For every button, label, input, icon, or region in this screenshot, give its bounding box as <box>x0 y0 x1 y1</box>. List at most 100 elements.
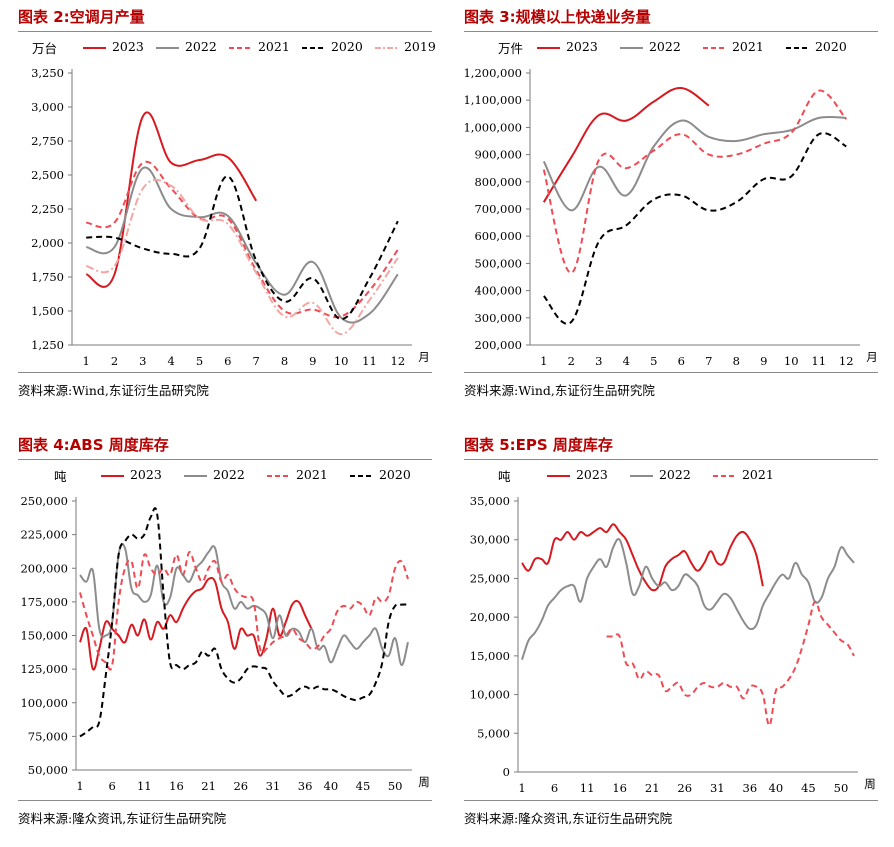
x-tick-label: 3 <box>595 354 602 368</box>
x-tick-label: 6 <box>108 779 115 793</box>
legend-label: 2023 <box>562 39 598 54</box>
chart-panel-air-conditioner: 图表 2:空调月产量 万台 2023 2022 2021 2020 2019 1… <box>0 0 438 418</box>
legend-item-2022: 2022 <box>629 467 691 482</box>
y-tick-label: 1,250 <box>31 338 64 352</box>
y-tick-label: 10,000 <box>470 688 510 702</box>
x-tick-label: 4 <box>623 354 630 368</box>
x-tick-label: 5 <box>650 354 657 368</box>
legend-swatch <box>302 46 325 49</box>
x-tick-label: 26 <box>233 779 248 793</box>
legend-item-2023: 2023 <box>100 467 162 482</box>
y-tick-label: 25,000 <box>470 571 510 585</box>
y-tick-label: 300,000 <box>474 311 522 325</box>
x-unit-label: 月 <box>866 350 878 364</box>
y-tick-label: 175,000 <box>20 595 68 609</box>
source-rule <box>18 372 432 373</box>
source-note: 资料来源:隆众资讯,东证衍生品研究院 <box>18 811 227 826</box>
legend-label: 2023 <box>572 467 608 482</box>
source-note: 资料来源:Wind,东证衍生品研究院 <box>18 383 209 398</box>
x-tick-label: 12 <box>839 354 854 368</box>
source-note: 资料来源:隆众资讯,东证衍生品研究院 <box>464 811 673 826</box>
legend-swatch <box>101 474 124 477</box>
legend-item-2020: 2020 <box>785 39 847 54</box>
legend-swatch <box>229 46 252 49</box>
x-tick-label: 31 <box>266 779 281 793</box>
y-tick-label: 1,500 <box>31 304 64 318</box>
y-unit-label: 万件 <box>498 41 524 56</box>
series-line-2020 <box>79 507 409 738</box>
legend-swatch <box>547 474 570 477</box>
legend-label: 2023 <box>108 39 144 54</box>
x-tick-label: 6 <box>678 354 685 368</box>
x-tick-label: 16 <box>612 781 627 795</box>
x-tick-label: 36 <box>298 779 313 793</box>
x-tick-label: 11 <box>137 779 152 793</box>
x-tick-label: 45 <box>356 779 371 793</box>
legend-label: 2023 <box>126 467 162 482</box>
y-tick-label: 225,000 <box>20 528 68 542</box>
legend-swatch <box>713 474 736 477</box>
y-tick-label: 600,000 <box>474 229 522 243</box>
x-tick-label: 3 <box>139 354 146 368</box>
series-line-2021 <box>606 600 855 727</box>
y-tick-label: 50,000 <box>28 763 68 777</box>
legend-swatch <box>537 46 560 49</box>
x-unit-label: 周 <box>864 777 876 791</box>
y-tick-label: 800,000 <box>474 175 522 189</box>
legend-label: 2021 <box>254 39 290 54</box>
series-line-2019 <box>85 178 399 336</box>
x-tick-label: 10 <box>334 354 349 368</box>
legend-item-2020: 2020 <box>301 39 363 54</box>
source-note: 资料来源:Wind,东证衍生品研究院 <box>464 383 655 398</box>
source-rule <box>18 800 432 801</box>
chart-plot: 200,000 300,000 400,000 500,000 600,000 700,0… <box>463 66 878 368</box>
series-line-2021 <box>79 551 409 671</box>
x-tick-label: 10 <box>784 354 799 368</box>
y-tick-label: 15,000 <box>470 649 510 663</box>
x-tick-label: 6 <box>551 781 558 795</box>
series-line-2021 <box>86 160 399 319</box>
legend-label: 2022 <box>655 467 691 482</box>
chart-plot: 50,000 75,000 100,000 125,000 150,000 175,000… <box>20 494 429 793</box>
x-tick-label: 6 <box>224 354 231 368</box>
title-rule <box>18 31 432 32</box>
y-tick-label: 900,000 <box>474 148 522 162</box>
legend-item-2022: 2022 <box>183 467 245 482</box>
legend-item-2020: 2020 <box>349 467 411 482</box>
series-line-2022 <box>521 538 855 661</box>
y-unit-label: 万台 <box>32 41 58 56</box>
y-tick-label: 1,200,000 <box>463 66 522 80</box>
legend-item-2022: 2022 <box>155 39 217 54</box>
legend-label: 2020 <box>327 39 363 54</box>
x-tick-label: 2 <box>568 354 575 368</box>
title-rule <box>18 459 432 460</box>
series-line-2023 <box>521 523 764 592</box>
series-line-2023 <box>542 86 710 203</box>
x-tick-label: 16 <box>169 779 184 793</box>
legend-item-2023: 2023 <box>536 39 598 54</box>
x-tick-label: 9 <box>760 354 767 368</box>
y-tick-label: 200,000 <box>20 561 68 575</box>
y-tick-label: 35,000 <box>470 494 510 508</box>
y-tick-label: 150,000 <box>20 629 68 643</box>
x-tick-label: 5 <box>196 354 203 368</box>
series-line-2020 <box>86 175 399 321</box>
y-tick-label: 250,000 <box>20 494 68 508</box>
x-tick-label: 11 <box>580 781 595 795</box>
x-tick-label: 12 <box>391 354 406 368</box>
series-line-2021 <box>542 89 848 274</box>
x-tick-label: 7 <box>253 354 260 368</box>
y-unit-label: 吨 <box>54 469 67 484</box>
legend-item-2021: 2021 <box>228 39 290 54</box>
legend-swatch <box>156 46 179 49</box>
y-tick-label: 3,000 <box>31 100 64 114</box>
y-tick-label: 5,000 <box>477 726 510 740</box>
chart-title: 图表 5:EPS 周度库存 <box>464 436 613 454</box>
series-line-2022 <box>79 543 409 667</box>
legend-swatch <box>703 46 726 49</box>
x-tick-label: 1 <box>76 779 83 793</box>
x-tick-label: 8 <box>281 354 288 368</box>
y-tick-label: 30,000 <box>470 533 510 547</box>
legend-label: 2022 <box>209 467 245 482</box>
x-tick-label: 21 <box>201 779 216 793</box>
